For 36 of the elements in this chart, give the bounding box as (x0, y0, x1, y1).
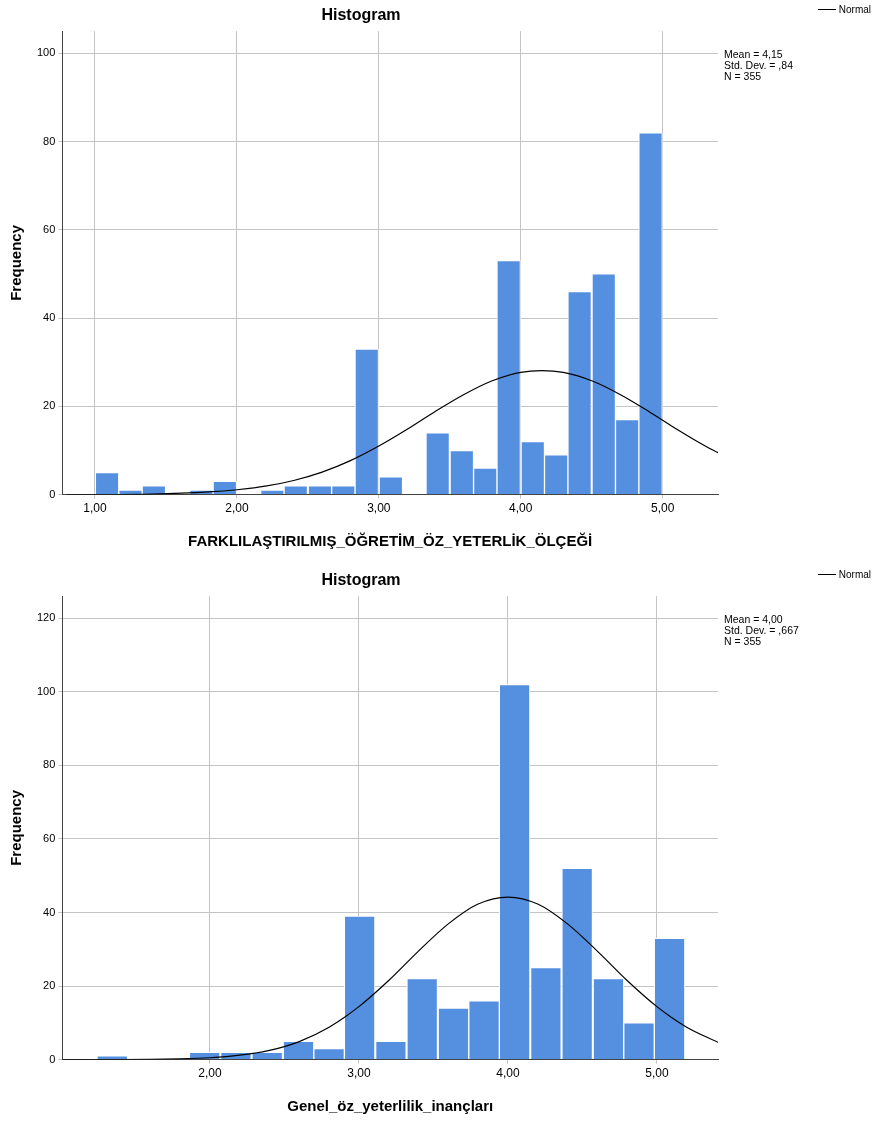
text: Mean = 4,00 (724, 613, 784, 626)
x-tick-label: 5,00 (645, 1066, 669, 1081)
legend-label: Normal (838, 4, 871, 15)
y-tick-label: 0 (49, 1052, 56, 1065)
y-axis-title: Frequency (7, 224, 25, 301)
chart-title: Histogram (321, 571, 401, 589)
x-tick-label: 2,00 (225, 501, 249, 516)
text: Mean = 4,15 (724, 48, 784, 61)
x-tick-label: 4,00 (509, 501, 533, 516)
y-tick-label: 100 (36, 46, 56, 59)
y-tick-label: 40 (43, 311, 56, 324)
y-tick-label: 80 (43, 758, 56, 771)
y-tick-label: 100 (36, 684, 56, 697)
x-tick-label: 5,00 (650, 501, 675, 516)
y-tick-label: 40 (43, 905, 56, 918)
y-tick-label: 60 (43, 831, 56, 844)
x-axis-title: FARKLILAŞTIRILMIŞ_ÖĞRETİM_ÖZ_YETERLİK_ÖLÇEĞİ (188, 532, 593, 550)
y-tick-label: 0 (49, 487, 56, 500)
x-tick-label: 3,00 (347, 1066, 371, 1081)
y-tick-label: 120 (36, 611, 56, 624)
y-tick-label: 20 (43, 399, 56, 412)
text: N = 355 (724, 635, 763, 648)
x-tick-label: 1,00 (83, 501, 107, 516)
y-axis-title: Frequency (7, 789, 25, 866)
y-tick-label: 80 (43, 134, 56, 147)
y-tick-label: 20 (43, 979, 56, 992)
text: Std. Dev. = ,667 (724, 624, 799, 637)
chart-title: Histogram (321, 6, 401, 24)
y-tick-label: 60 (43, 222, 56, 235)
x-tick-label: 4,00 (496, 1066, 520, 1081)
x-tick-label: 3,00 (367, 501, 391, 516)
legend-label: Normal (838, 569, 871, 580)
x-axis-title: Genel_öz_yeterlilik_inançları (287, 1097, 494, 1115)
text: N = 355 (724, 70, 763, 83)
x-tick-label: 2,00 (198, 1066, 222, 1081)
text: Std. Dev. = ,84 (724, 59, 793, 72)
